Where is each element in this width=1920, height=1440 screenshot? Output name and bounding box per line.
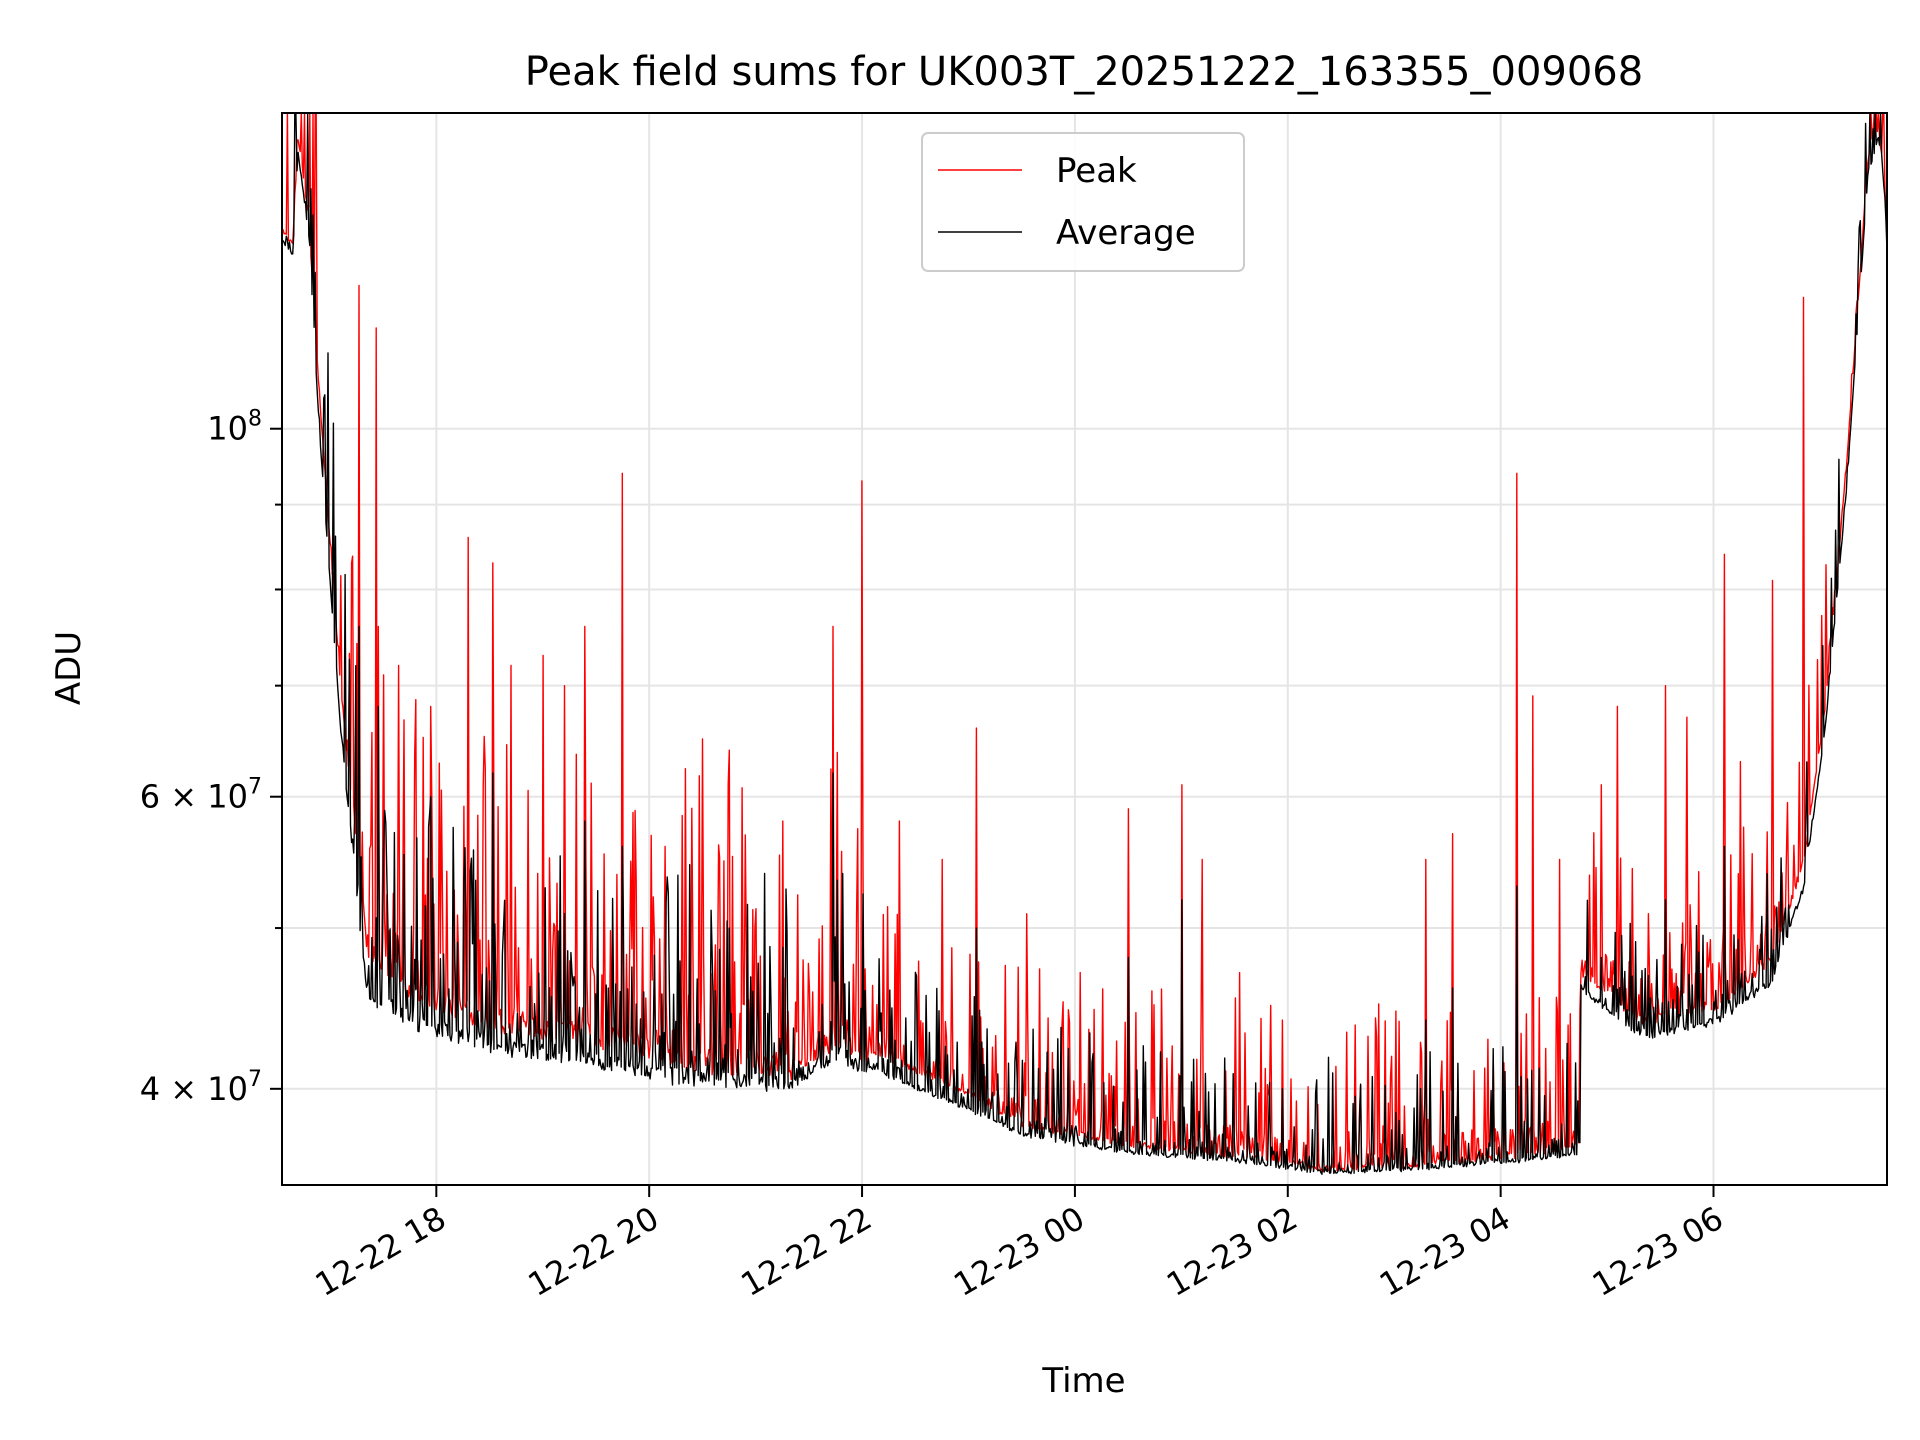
y-tick-label: 108: [207, 407, 262, 448]
legend-label-average: Average: [1056, 213, 1196, 253]
x-axis-label: Time: [1041, 1361, 1125, 1401]
series-line-average: [281, 112, 1888, 1175]
series-line-peak: [281, 112, 1888, 1173]
y-axis: 4 × 107 6 × 107 108: [140, 407, 282, 1108]
chart-title: Peak field sums for UK003T_20251222_1633…: [525, 49, 1643, 95]
y-tick-label: 4 × 107: [140, 1067, 262, 1108]
legend-label-peak: Peak: [1056, 151, 1137, 191]
legend: Peak Average: [921, 132, 1245, 272]
y-tick-label: 6 × 107: [140, 775, 262, 816]
y-axis-label: ADU: [49, 631, 89, 705]
legend-box: [921, 132, 1245, 272]
plot-area-frame: [281, 112, 1888, 1186]
series-layer: [281, 112, 1888, 1175]
